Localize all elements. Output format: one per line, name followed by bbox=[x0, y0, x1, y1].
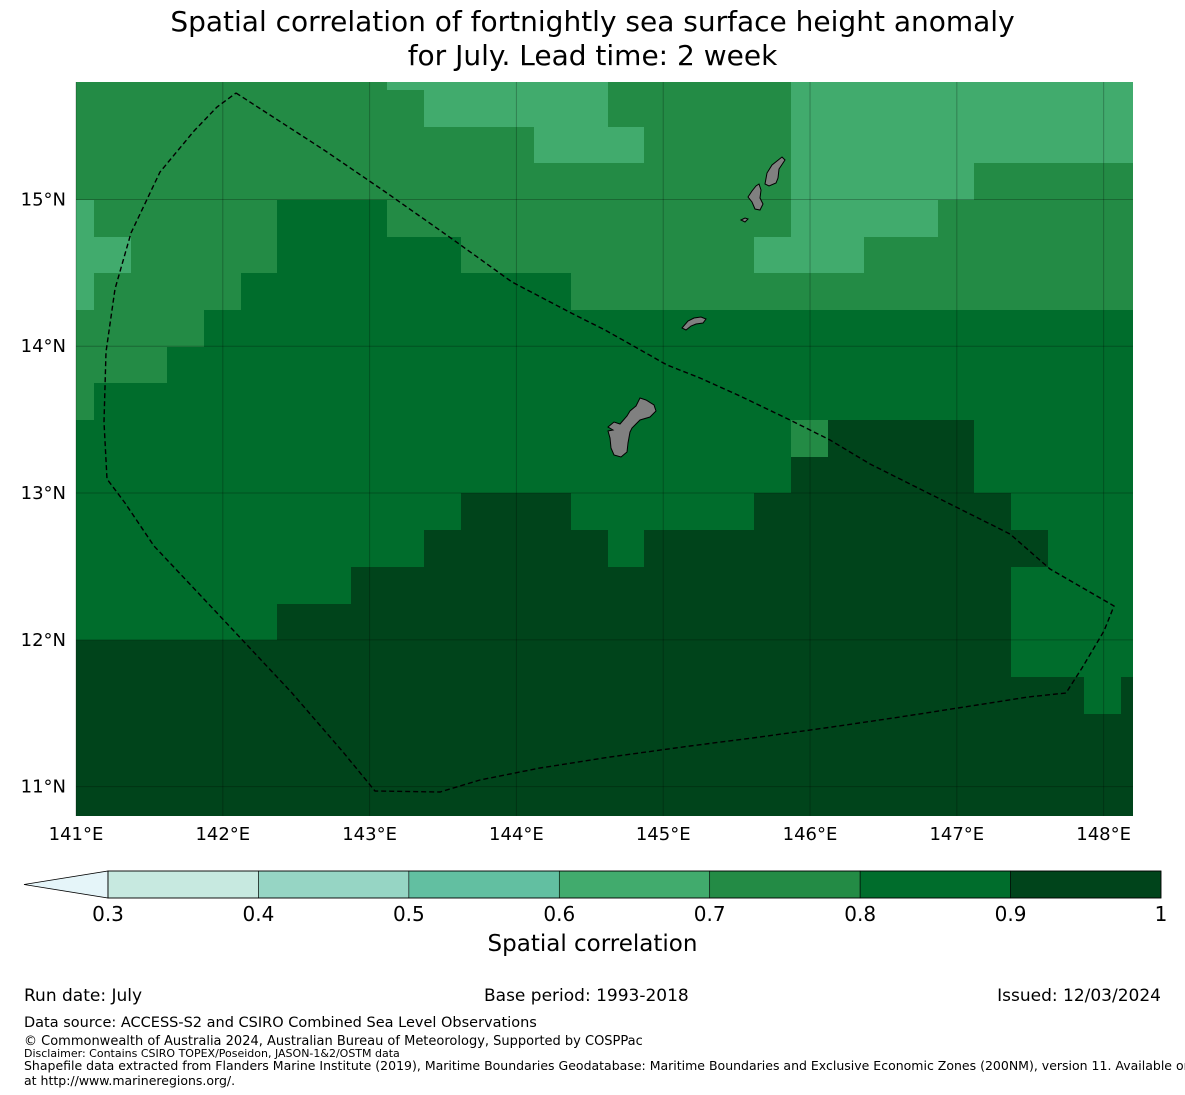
field-cell bbox=[277, 604, 1011, 640]
axis-tick-labels: 141°E 142°E 143°E 144°E 145°E 146°E 147°E 148°E… bbox=[21, 189, 1131, 845]
field-cell bbox=[534, 127, 644, 163]
field-cell bbox=[1048, 530, 1133, 567]
colorbar-swatch bbox=[558, 870, 711, 899]
colorbar-tick-label: 0.4 bbox=[243, 902, 275, 926]
field-cell bbox=[76, 567, 351, 604]
field-cell bbox=[791, 310, 1133, 420]
field-cell bbox=[791, 457, 974, 493]
disclaimer: Disclaimer: Contains CSIRO TOPEX/Poseido… bbox=[24, 1047, 400, 1060]
island-saipan bbox=[764, 156, 786, 187]
lat-tick-label: 11°N bbox=[21, 777, 66, 798]
colorbar-tick-label: 0.7 bbox=[694, 902, 726, 926]
colorbar-swatch bbox=[1010, 870, 1162, 899]
field-cell bbox=[167, 347, 608, 383]
shapefile-credit-line-2: at http://www.marineregions.org/. bbox=[24, 1073, 236, 1088]
field-cell bbox=[76, 604, 277, 640]
colorbar-swatch bbox=[709, 870, 861, 899]
island-rota bbox=[681, 316, 707, 331]
field-cell bbox=[1011, 493, 1133, 530]
base-period: Base period: 1993-2018 bbox=[484, 986, 689, 1006]
data-source: Data source: ACCESS-S2 and CSIRO Combine… bbox=[24, 1015, 537, 1031]
field-cell bbox=[1084, 677, 1121, 714]
field-cell bbox=[76, 420, 94, 493]
field-cell bbox=[791, 82, 1133, 163]
field-cell bbox=[791, 163, 974, 200]
lat-tick-label: 15°N bbox=[21, 189, 66, 210]
lon-tick-label: 141°E bbox=[49, 824, 104, 845]
colorbar-swatch bbox=[859, 870, 1011, 899]
colorbar-swatch bbox=[107, 870, 259, 899]
colorbar-tick-label: 0.5 bbox=[393, 902, 425, 926]
lon-tick-label: 146°E bbox=[783, 824, 838, 845]
run-date: Run date: July bbox=[24, 986, 143, 1006]
field-cell bbox=[351, 567, 1011, 604]
lat-tick-label: 12°N bbox=[21, 630, 66, 651]
field-cell bbox=[1011, 567, 1133, 677]
colorbar-tick-label: 0.8 bbox=[844, 902, 876, 926]
field-cell bbox=[608, 347, 791, 383]
field-cell bbox=[76, 677, 1084, 714]
colorbar-extend-arrow bbox=[23, 870, 109, 899]
colorbar-swatch bbox=[408, 870, 560, 899]
map-title-line-2: for July. Lead time: 2 week bbox=[407, 39, 778, 72]
lon-tick-label: 143°E bbox=[342, 824, 397, 845]
map-panel: 141°E 142°E 143°E 144°E 145°E 146°E 147°E 148°E… bbox=[21, 82, 1133, 845]
map-title-line-1: Spatial correlation of fortnightly sea s… bbox=[170, 5, 1015, 38]
field-cell bbox=[461, 493, 571, 530]
field-cell bbox=[76, 714, 1133, 816]
field-cell bbox=[387, 82, 608, 90]
field-cell bbox=[754, 493, 1011, 530]
island-guam bbox=[607, 397, 657, 458]
colorbar-tick-label: 1 bbox=[1155, 902, 1168, 926]
field-cell bbox=[571, 493, 754, 530]
field-cell bbox=[204, 310, 608, 347]
lat-tick-label: 14°N bbox=[21, 336, 66, 357]
colorbar-swatch bbox=[258, 870, 410, 899]
field-cell bbox=[94, 383, 791, 493]
issued-date: Issued: 12/03/2024 bbox=[997, 986, 1161, 1006]
eez-boundary bbox=[103, 92, 1115, 793]
field-cell bbox=[76, 640, 1011, 677]
shapefile-credit-line-1: Shapefile data extracted from Flanders M… bbox=[24, 1058, 1185, 1073]
island-aguijan bbox=[739, 217, 749, 223]
field-cell bbox=[277, 200, 387, 273]
lon-tick-label: 145°E bbox=[636, 824, 691, 845]
field-cell bbox=[828, 420, 974, 457]
field-cell bbox=[754, 237, 864, 273]
colorbar-frame bbox=[107, 870, 1162, 899]
field-cell bbox=[241, 273, 571, 310]
colorbar-tick-label: 0.9 bbox=[995, 902, 1027, 926]
copyright-notice: © Commonwealth of Australia 2024, Austra… bbox=[24, 1034, 643, 1049]
field-cell bbox=[608, 530, 644, 567]
lon-tick-label: 147°E bbox=[929, 824, 984, 845]
field-cell bbox=[387, 237, 461, 273]
field-cell bbox=[76, 200, 94, 310]
field-cell bbox=[974, 420, 1133, 493]
lat-tick-label: 13°N bbox=[21, 483, 66, 504]
colorbar-label: Spatial correlation bbox=[487, 931, 698, 957]
land-masses bbox=[607, 156, 786, 458]
field-cell bbox=[644, 530, 1048, 567]
correlation-field bbox=[76, 82, 1133, 816]
field-cell bbox=[76, 530, 424, 567]
map-gridlines bbox=[75, 82, 1133, 816]
lon-tick-label: 144°E bbox=[489, 824, 544, 845]
field-cell bbox=[76, 493, 461, 530]
field-cell bbox=[791, 200, 938, 237]
lon-tick-label: 142°E bbox=[195, 824, 250, 845]
colorbar-tick-label: 0.6 bbox=[543, 902, 575, 926]
island-tinian bbox=[747, 183, 764, 211]
colorbar-tick-label: 0.3 bbox=[92, 902, 124, 926]
lon-tick-label: 148°E bbox=[1076, 824, 1131, 845]
field-cell bbox=[1121, 677, 1133, 714]
field-cell bbox=[424, 530, 608, 567]
field-cell bbox=[424, 90, 608, 127]
